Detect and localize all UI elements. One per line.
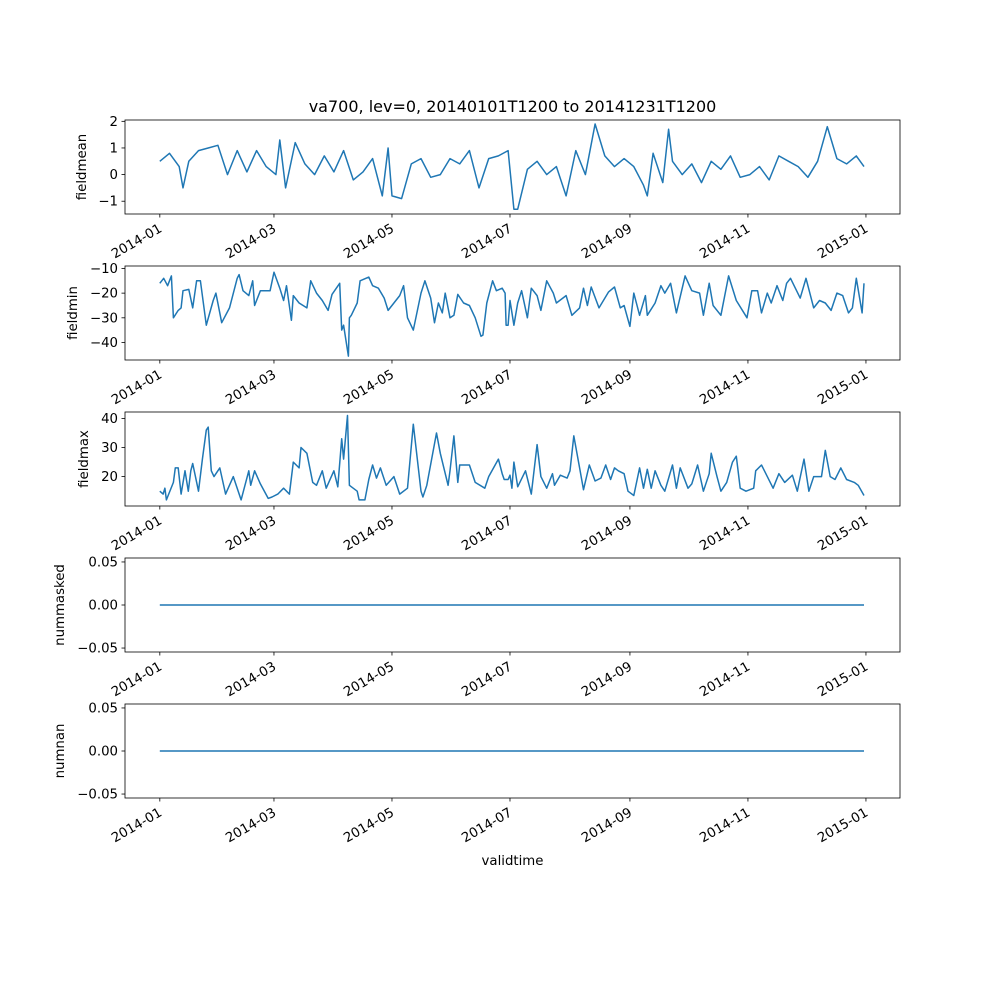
y-tick-label: −40 (90, 336, 118, 351)
plot-area (125, 412, 900, 506)
y-tick-label: 0.00 (88, 745, 118, 760)
y-tick-label: 20 (101, 470, 118, 485)
subplot-fieldmean: −1 0 1 2 fieldmean 2014-01 2014-03 2014-05 2014-… (75, 97, 901, 262)
y-tick-label: −10 (90, 262, 118, 277)
subplot-numnan: −0.05 0.00 0.05 numnan 2014-01 2014-03 2014-05… (53, 701, 901, 869)
x-tick-label: 2014-01 (109, 367, 165, 408)
x-tick-label: 2015-01 (815, 221, 871, 262)
y-tick-label: 0.05 (88, 555, 118, 570)
x-tick-label: 2014-03 (223, 805, 279, 846)
y-tick-label: −20 (90, 287, 118, 302)
subplot-nummasked: −0.05 0.00 0.05 nummasked 2014-01 2014-03 2014… (53, 555, 901, 700)
x-tick-label: 2014-03 (223, 367, 279, 408)
x-tick-label: 2014-09 (579, 805, 635, 846)
y-axis-label: numnan (53, 724, 68, 779)
x-axis-label: validtime (482, 854, 544, 869)
y-tick-label: 0.05 (88, 701, 118, 716)
subplot-fieldmin: −40 −30 −20 −10 fieldmin 2014-01 2014-03 2014-0… (66, 262, 901, 408)
x-tick-label: 2014-05 (341, 367, 397, 408)
y-tick-label: 40 (101, 412, 118, 427)
x-tick-label: 2014-07 (459, 659, 515, 700)
x-tick-label: 2014-11 (697, 805, 753, 846)
x-tick-label: 2014-11 (697, 513, 753, 554)
axes-frame (124, 411, 901, 507)
x-tick-label: 2014-09 (579, 221, 635, 262)
x-tick-label: 2014-03 (223, 659, 279, 700)
x-tick-label: 2014-03 (223, 513, 279, 554)
x-tick-label: 2014-01 (109, 659, 165, 700)
x-tick-label: 2014-09 (579, 513, 635, 554)
x-tick-label: 2015-01 (815, 367, 871, 408)
y-tick-label: 2 (110, 115, 118, 130)
y-axis-label: fieldmax (77, 430, 92, 488)
y-tick-label: −30 (90, 311, 118, 326)
x-tick-label: 2014-11 (697, 659, 753, 700)
x-tick-label: 2014-07 (459, 513, 515, 554)
x-tick-label: 2014-07 (459, 221, 515, 262)
y-tick-label: 1 (110, 141, 118, 156)
x-tick-label: 2014-09 (579, 367, 635, 408)
y-tick-label: 30 (101, 441, 118, 456)
axes-frame (124, 265, 901, 361)
x-tick-label: 2014-01 (109, 513, 165, 554)
x-tick-label: 2014-11 (697, 221, 753, 262)
y-tick-label: −0.05 (77, 788, 118, 803)
x-tick-label: 2014-05 (341, 221, 397, 262)
subplot-fieldmax: 20 30 40 fieldmax 2014-01 2014-03 2014-05 2014-… (77, 411, 901, 554)
chart-title: va700, lev=0, 20140101T1200 to 20141231T… (309, 97, 717, 116)
y-tick-label: 0.00 (88, 599, 118, 614)
x-tick-label: 2014-11 (697, 367, 753, 408)
x-tick-label: 2014-05 (341, 805, 397, 846)
y-axis-label: fieldmean (75, 134, 90, 200)
x-tick-label: 2015-01 (815, 513, 871, 554)
x-tick-label: 2014-01 (109, 805, 165, 846)
series-line-fieldmax (159, 414, 865, 501)
y-tick-label: 0 (110, 168, 118, 183)
y-axis-label: nummasked (53, 564, 68, 646)
series-line-fieldmean (159, 123, 865, 210)
series-line-fieldmin (159, 271, 865, 357)
y-tick-label: −0.05 (77, 642, 118, 657)
x-tick-label: 2014-03 (223, 221, 279, 262)
x-tick-label: 2015-01 (815, 805, 871, 846)
x-tick-label: 2014-07 (459, 367, 515, 408)
x-tick-label: 2015-01 (815, 659, 871, 700)
x-tick-label: 2014-07 (459, 805, 515, 846)
x-tick-label: 2014-05 (341, 513, 397, 554)
x-tick-label: 2014-01 (109, 221, 165, 262)
x-tick-label: 2014-05 (341, 659, 397, 700)
y-axis-label: fieldmin (66, 286, 81, 340)
x-tick-label: 2014-09 (579, 659, 635, 700)
axes-frame (124, 119, 901, 215)
y-tick-label: −1 (98, 195, 118, 210)
